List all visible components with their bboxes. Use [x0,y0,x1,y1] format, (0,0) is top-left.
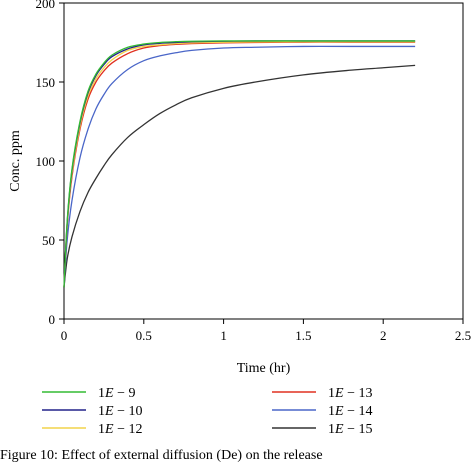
legend-label-suffix: − 12 [114,422,143,437]
x-axis-ticks: 0 0.5 1 1.5 2 2.5 [61,319,471,343]
legend-label: 1E − 10 [98,404,142,419]
legend-label-prefix: 1 [98,404,105,419]
legend-item: 1E − 12 [42,422,142,437]
x-tick-label: 1.5 [295,328,311,343]
x-tick-label: 2 [380,328,387,343]
legend-label: 1E − 13 [328,386,372,401]
x-tick-label: 1 [220,328,227,343]
y-axis-label: Conc. ppm [8,130,23,192]
legend-label-prefix: 1 [328,404,335,419]
series-lines [63,40,416,288]
legend-label: 1E − 15 [328,422,372,437]
x-tick-label: 0 [61,328,68,343]
legend-label-var: E [334,422,344,437]
legend-item: 1E − 14 [272,404,372,419]
legend-label: 1E − 9 [98,386,135,401]
legend-label: 1E − 12 [98,422,142,437]
legend-label-suffix: − 9 [114,386,136,401]
legend-label-var: E [334,404,344,419]
legend-label-var: E [334,386,344,401]
legend-label-suffix: − 15 [344,422,373,437]
legend-item: 1E − 10 [42,404,142,419]
y-tick-label: 200 [36,0,56,11]
series-line-6 [63,64,416,288]
x-axis-label: Time (hr) [237,361,291,376]
figure-caption: Figure 10: Effect of external diffusion … [0,449,323,463]
y-tick-label: 0 [49,312,56,327]
y-tick-label: 50 [42,233,55,248]
x-tick-label: 0.5 [136,328,152,343]
legend-label-prefix: 1 [328,422,335,437]
legend-label-suffix: − 13 [344,386,373,401]
series-line-1 [63,40,416,288]
legend-item: 1E − 9 [42,386,135,401]
legend-label-var: E [104,404,114,419]
legend-label-prefix: 1 [328,386,335,401]
y-axis-ticks: 0 50 100 150 200 [36,0,64,327]
legend-item: 1E − 15 [272,422,372,437]
concentration-time-chart: 0 0.5 1 1.5 2 2.5 0 50 100 150 200 Time (hr) Conc… [8,0,472,437]
legend-label-var: E [104,422,114,437]
legend-label-prefix: 1 [98,386,105,401]
x-tick-label: 2.5 [455,328,471,343]
y-tick-label: 150 [36,75,56,90]
plot-area: 0 0.5 1 1.5 2 2.5 0 50 100 150 200 [36,0,472,343]
legend-label-suffix: − 10 [114,404,143,419]
series-line-5 [63,45,416,288]
legend-label: 1E − 14 [328,404,372,419]
legend-label-var: E [104,386,114,401]
legend-label-prefix: 1 [98,422,105,437]
legend-label-suffix: − 14 [344,404,373,419]
y-tick-label: 100 [36,154,56,169]
legend-item: 1E − 13 [272,386,372,401]
